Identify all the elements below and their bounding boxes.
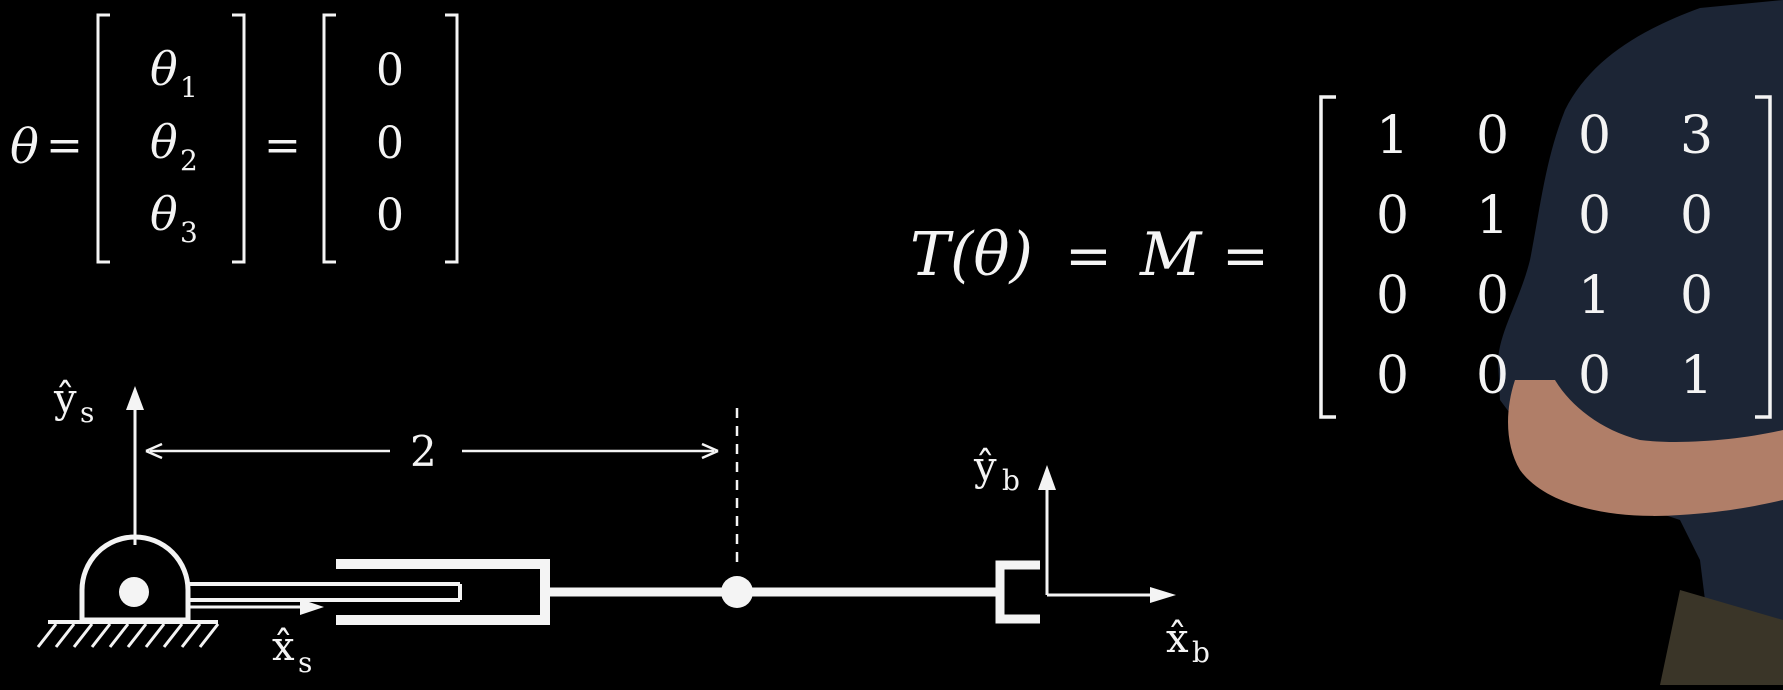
matrix-bracket-right xyxy=(1755,95,1772,419)
matrix-row-4: 0 0 0 1 xyxy=(1376,346,1713,406)
yb-label-sub: b xyxy=(1002,464,1020,497)
theta-1-symbol: θ xyxy=(150,42,178,96)
matrix-cell: 0 xyxy=(1376,266,1409,326)
theta-3-symbol: θ xyxy=(150,187,178,241)
matrix-cell: 0 xyxy=(1578,106,1611,166)
xb-label-hat: x̂ xyxy=(1166,616,1189,662)
sleeve-end xyxy=(540,559,550,625)
dimension-arrowhead-left xyxy=(145,442,163,460)
presenter-shirt xyxy=(1498,0,1783,685)
ys-label-hat: ŷ xyxy=(53,376,77,422)
xs-label-hat: x̂ xyxy=(272,624,295,670)
theta-left-bracket-open xyxy=(96,13,110,264)
dimension-label: 2 xyxy=(410,427,437,476)
theta-2-symbol: θ xyxy=(150,115,178,169)
sleeve-bottom xyxy=(336,615,544,625)
theta-value-1: 0 xyxy=(376,45,404,96)
matrix-cell: 0 xyxy=(1476,266,1509,326)
matrix-cell: 0 xyxy=(1476,106,1509,166)
matrix-cell: 0 xyxy=(1578,186,1611,246)
theta-equals-2: = xyxy=(264,120,301,171)
base-joint-pin xyxy=(119,577,149,607)
matrix-row-1: 1 0 0 3 xyxy=(1376,106,1713,166)
ground-hatching xyxy=(36,623,220,648)
matrix-cell: 1 xyxy=(1578,266,1611,326)
end-effector-gripper xyxy=(995,560,1040,624)
matrix-cell: 0 xyxy=(1680,266,1713,326)
xs-axis-arrowhead xyxy=(300,599,324,615)
theta-equals-1: = xyxy=(46,120,83,171)
transform-equation: T(θ) = M = 1 0 0 3 0 1 0 0 0 0 1 0 0 0 0… xyxy=(910,95,1772,419)
presenter xyxy=(1498,0,1783,685)
matrix-row-2: 0 1 0 0 xyxy=(1376,186,1713,246)
matrix-bracket-left xyxy=(1319,95,1336,419)
matrix-cell: 1 xyxy=(1376,106,1409,166)
theta-equation: θ = θ 1 θ 2 θ 3 = 0 0 0 xyxy=(10,13,459,264)
theta-lhs: θ xyxy=(10,119,39,175)
presenter-arm xyxy=(1508,380,1783,516)
theta-left-bracket-close xyxy=(232,13,246,264)
yb-axis-arrowhead xyxy=(1038,465,1056,490)
matrix-cell: 0 xyxy=(1376,346,1409,406)
transform-equals-2: = xyxy=(1222,224,1269,289)
xb-axis-arrowhead xyxy=(1150,587,1176,603)
theta-3-sub: 3 xyxy=(180,216,198,249)
middle-joint xyxy=(721,576,753,608)
matrix-cell: 0 xyxy=(1680,186,1713,246)
sleeve-top xyxy=(336,559,544,569)
ys-axis-arrowhead xyxy=(126,386,144,410)
xs-label-sub: s xyxy=(298,646,312,679)
theta-right-bracket-close xyxy=(445,13,459,264)
theta-value-2: 0 xyxy=(376,118,404,169)
robot-arm-diagram: 2 ŷ s x̂ s ŷ b x̂ b xyxy=(36,376,1210,679)
matrix-cell: 0 xyxy=(1476,346,1509,406)
theta-value-3: 0 xyxy=(376,190,404,241)
theta-1-sub: 1 xyxy=(180,71,198,104)
transform-lhs: T(θ) xyxy=(910,220,1033,290)
theta-2-sub: 2 xyxy=(180,144,198,177)
presenter-trousers xyxy=(1660,590,1783,685)
matrix-row-3: 0 0 1 0 xyxy=(1376,266,1713,326)
transform-symbol-m: M xyxy=(1139,220,1203,290)
dimension-arrowhead-right xyxy=(701,442,719,460)
matrix-cell: 1 xyxy=(1476,186,1509,246)
transform-equals-1: = xyxy=(1065,224,1112,289)
yb-label-hat: ŷ xyxy=(973,444,997,490)
ys-label-sub: s xyxy=(80,396,94,429)
matrix-cell: 1 xyxy=(1680,346,1713,406)
xb-label-sub: b xyxy=(1192,636,1210,669)
matrix-cell: 0 xyxy=(1578,346,1611,406)
matrix-cell: 0 xyxy=(1376,186,1409,246)
theta-right-bracket-open xyxy=(322,13,336,264)
matrix-cell: 3 xyxy=(1680,106,1713,166)
